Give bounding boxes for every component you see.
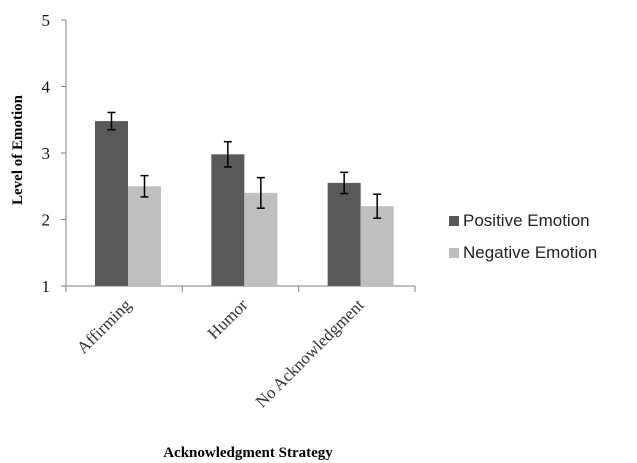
- y-axis-title: Level of Emotion: [10, 94, 26, 205]
- legend: Positive Emotion Negative Emotion: [449, 211, 597, 262]
- x-axis: Affirming Humor No Acknowledgment: [65, 285, 416, 411]
- x-category-label: Humor: [204, 295, 252, 343]
- y-tick-label: 5: [42, 11, 51, 30]
- bar: [360, 206, 394, 286]
- y-tick-label: 4: [42, 78, 51, 97]
- y-axis: 1 2 3 4 5: [42, 11, 67, 296]
- x-category-label: Affirming: [73, 295, 135, 357]
- legend-swatch: [449, 248, 459, 258]
- legend-label: Negative Emotion: [463, 243, 597, 262]
- y-tick-label: 1: [42, 277, 51, 296]
- bar: [327, 182, 361, 286]
- bar: [128, 186, 161, 286]
- y-tick-label: 2: [42, 211, 51, 230]
- bars: [95, 111, 394, 286]
- x-axis-title: Acknowledgment Strategy: [163, 445, 333, 461]
- x-category-label: No Acknowledgment: [252, 295, 368, 411]
- y-tick-label: 3: [42, 144, 51, 163]
- legend-swatch: [449, 216, 459, 226]
- bar: [95, 121, 128, 286]
- legend-label: Positive Emotion: [463, 211, 590, 230]
- bar: [211, 154, 245, 286]
